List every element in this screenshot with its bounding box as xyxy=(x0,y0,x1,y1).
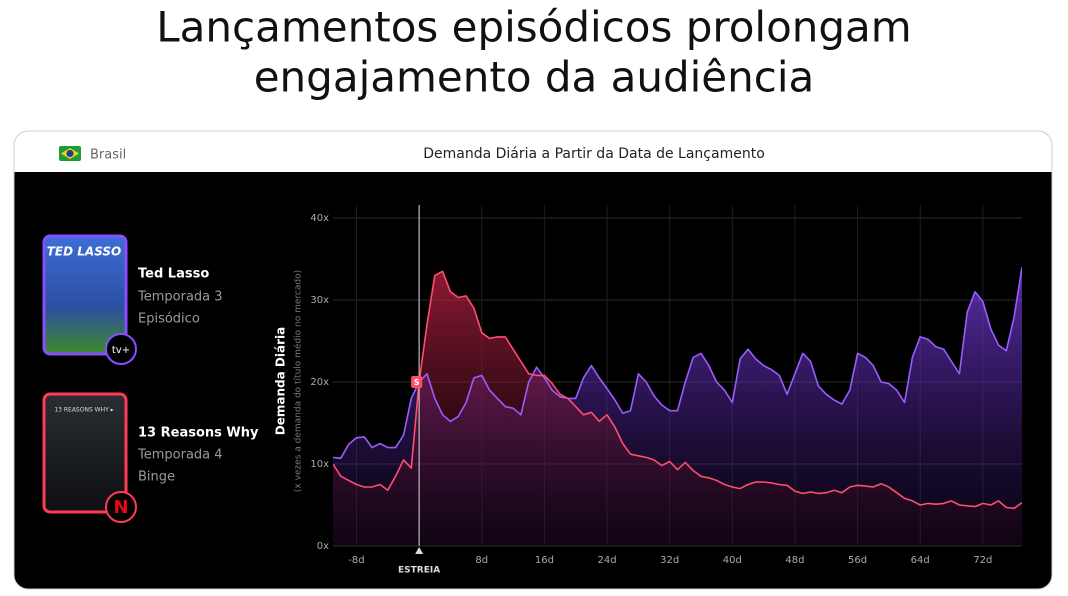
x-tick-label: 24d xyxy=(597,555,616,566)
legend-name: Ted Lasso xyxy=(138,267,209,282)
flag xyxy=(59,146,81,161)
y-tick-label: 30x xyxy=(310,295,329,306)
y-axis-label: Demanda Diária xyxy=(274,327,288,435)
x-tick-label: 40d xyxy=(723,555,742,566)
x-tick-label: 64d xyxy=(911,555,930,566)
legend-season: Temporada 3 xyxy=(137,290,223,305)
headline: engajamento da audiência xyxy=(254,53,815,102)
premiere-marker xyxy=(411,376,423,388)
legend-release: Episódico xyxy=(138,312,200,327)
chart-title: Demanda Diária a Partir da Data de Lança… xyxy=(423,146,765,162)
legend-season: Temporada 4 xyxy=(137,448,223,463)
series-line xyxy=(333,267,1022,460)
region: Brasil xyxy=(90,148,126,163)
series-layer xyxy=(333,267,1022,546)
platform-badge: N xyxy=(113,497,128,518)
x-tick-label: 8d xyxy=(475,555,488,566)
plot: 0x 10x 20x 30x 40x -8d ESTREIA 8d 16d 24d 32d 40d 48… xyxy=(310,205,1022,576)
poster-title: 13 REASONS WHY ▸ xyxy=(54,407,113,414)
legend-name: 13 Reasons Why xyxy=(138,426,259,441)
y-tick-label: 20x xyxy=(310,377,329,388)
x-tick-label: -8d xyxy=(348,555,364,566)
premiere-arrow xyxy=(415,547,424,554)
y-tick-label: 0x xyxy=(317,541,329,552)
headline: Lançamentos episódicos prolongam xyxy=(156,3,911,52)
premiere-marker-label: S xyxy=(414,378,420,387)
poster xyxy=(42,234,137,523)
card-border xyxy=(13,130,1053,590)
x-tick-label: 16d xyxy=(535,555,554,566)
platform-badge: tv+ xyxy=(112,345,130,356)
poster-title: TED LASSO xyxy=(47,245,122,259)
y-axis-note: (x vezes a demanda do título médio no me… xyxy=(293,270,304,492)
card-header xyxy=(14,131,1052,172)
area-fill xyxy=(333,271,1022,546)
y-tick-label: 40x xyxy=(310,213,329,224)
legend-release: Binge xyxy=(138,470,175,485)
x-tick-label: 72d xyxy=(973,555,992,566)
x-tick-label: 48d xyxy=(785,555,804,566)
series-line xyxy=(333,270,1022,510)
x-tick-label: ESTREIA xyxy=(398,566,440,576)
y-tick-label: 10x xyxy=(310,459,329,470)
x-tick-label: 32d xyxy=(660,555,679,566)
x-tick-label: 56d xyxy=(848,555,867,566)
